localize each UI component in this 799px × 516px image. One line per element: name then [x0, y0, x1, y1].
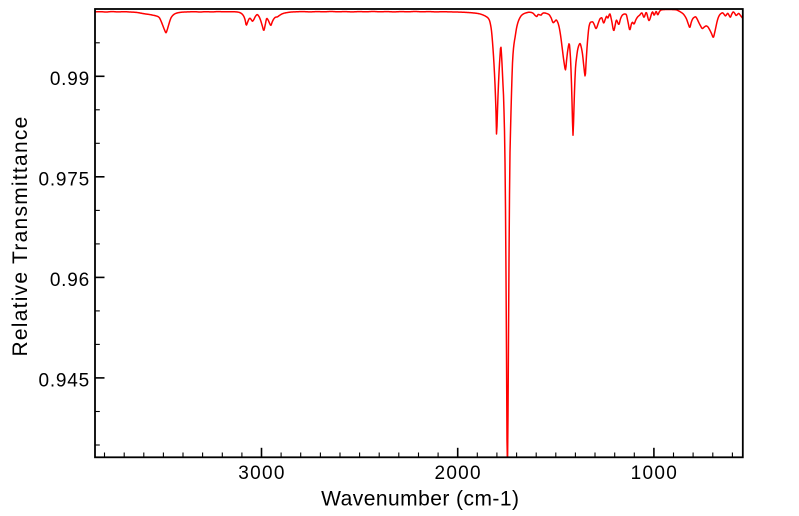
- svg-text:1000: 1000: [631, 463, 678, 484]
- svg-text:0.99: 0.99: [50, 69, 90, 90]
- svg-text:Wavenumber (cm-1): Wavenumber (cm-1): [321, 488, 519, 511]
- svg-text:0.96: 0.96: [50, 270, 90, 291]
- svg-text:0.945: 0.945: [38, 371, 90, 392]
- svg-text:Relative Transmittance: Relative Transmittance: [9, 115, 32, 356]
- svg-text:3000: 3000: [238, 463, 285, 484]
- svg-text:0.975: 0.975: [38, 169, 90, 190]
- svg-text:2000: 2000: [434, 463, 481, 484]
